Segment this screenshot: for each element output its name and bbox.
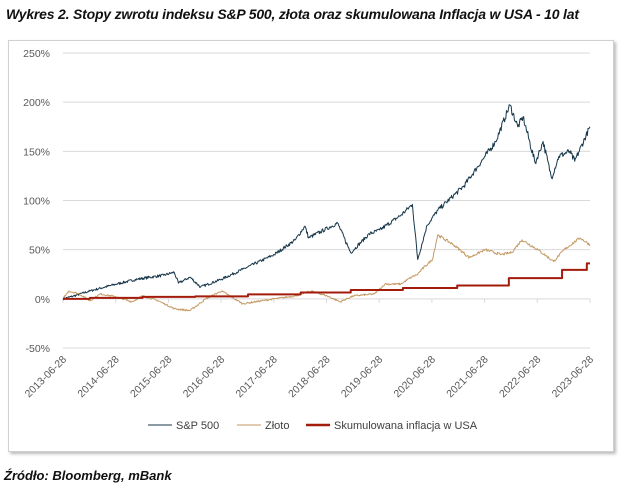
x-tick-label: 2015-06-28 (128, 354, 175, 401)
y-tick-label: 100% (23, 196, 50, 208)
x-tick-label: 2018-06-28 (286, 354, 333, 401)
x-tick-label: 2019-06-28 (339, 354, 386, 401)
x-tick-label: 2017-06-28 (233, 354, 280, 401)
y-tick-label: 250% (23, 48, 50, 60)
series-line-sp500 (62, 104, 591, 301)
legend-label: Skumulowana inflacja w USA (334, 420, 478, 432)
x-tick-label: 2014-06-28 (75, 354, 122, 401)
x-tick-label: 2022-06-28 (497, 354, 544, 401)
y-tick-label: 0% (35, 294, 50, 306)
y-tick-label: 50% (29, 245, 50, 257)
x-tick-label: 2016-06-28 (181, 354, 228, 401)
x-tick-label: 2013-06-28 (23, 354, 70, 401)
legend-label: Złoto (265, 420, 289, 432)
series-line-inflation (63, 262, 590, 300)
source-note: Źródło: Bloomberg, mBank (4, 468, 172, 483)
series-line-gold (62, 234, 591, 312)
y-tick-label: -50% (25, 343, 50, 355)
x-tick-label: 2023-06-28 (550, 354, 597, 401)
x-tick-label: 2020-06-28 (392, 354, 439, 401)
y-tick-label: 150% (23, 146, 50, 158)
legend-label: S&P 500 (176, 420, 219, 432)
y-tick-label: 200% (23, 97, 50, 109)
chart-title: Wykres 2. Stopy zwrotu indeksu S&P 500, … (6, 6, 579, 22)
x-tick-label: 2021-06-28 (444, 354, 491, 401)
chart-frame (8, 40, 614, 452)
